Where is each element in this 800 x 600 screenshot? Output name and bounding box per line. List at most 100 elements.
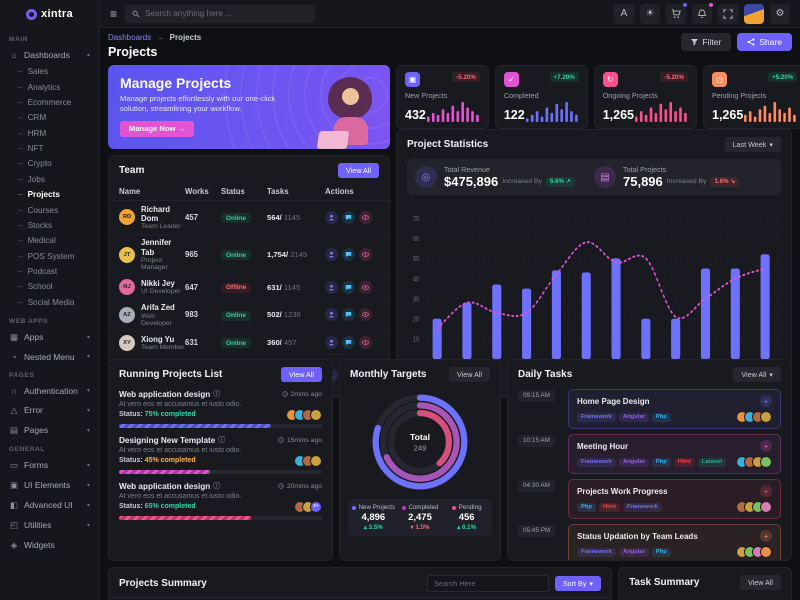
global-search[interactable] xyxy=(125,4,316,23)
sidebar-item-courses[interactable]: – Courses xyxy=(0,202,99,217)
spark-bar xyxy=(471,111,474,122)
user-action-icon[interactable] xyxy=(325,210,338,224)
sidebar-item-nft[interactable]: – NFT xyxy=(0,141,99,156)
project-description: At vero eos et accusamus et iusto odio. xyxy=(119,446,242,454)
sidebar-item-stocks[interactable]: – Stocks xyxy=(0,218,99,233)
manage-projects-banner: Manage Projects Manage projects effortle… xyxy=(108,65,390,149)
sidebar-item-analytics[interactable]: – Analytics xyxy=(0,79,99,94)
sidebar-item-apps[interactable]: ▦ Apps ▾ xyxy=(0,327,99,347)
target-value: 456 xyxy=(458,512,475,523)
team-title: Team xyxy=(119,165,145,176)
sidebar-item-utilities[interactable]: ◰ Utilities ▾ xyxy=(0,515,99,535)
sidebar-item-pos-system[interactable]: – POS System xyxy=(0,249,99,264)
translate-icon[interactable]: A xyxy=(614,3,634,24)
chevron-down-icon: ▾ xyxy=(769,140,773,149)
sidebar-item-widgets[interactable]: ◈ Widgets xyxy=(0,535,99,555)
message-action-icon[interactable] xyxy=(342,280,355,294)
share-button[interactable]: Share xyxy=(737,33,792,51)
message-action-icon[interactable] xyxy=(342,336,355,350)
spark-bar xyxy=(475,114,479,122)
sidebar: xintra MAIN ⌂ Dashboards ▴ – Sales – Analytics –… xyxy=(0,0,100,600)
kpi-sparkline xyxy=(525,102,578,122)
revenue-trend-badge: 5.6% ↗ xyxy=(545,176,575,187)
kpi-sparkline xyxy=(744,102,796,122)
user-action-icon[interactable] xyxy=(325,336,338,350)
sidebar-item-pages[interactable]: ▤ Pages ▾ xyxy=(0,420,99,440)
sidebar-item-medical[interactable]: – Medical xyxy=(0,233,99,248)
sidebar-item-crypto[interactable]: – Crypto xyxy=(0,156,99,171)
sidebar-item-jobs[interactable]: – Jobs xyxy=(0,172,99,187)
sidebar-item-dashboards[interactable]: ⌂ Dashboards ▴ xyxy=(0,45,99,64)
spark-bar xyxy=(674,111,677,122)
spark-bar xyxy=(431,112,435,122)
nav-section-label: GENERAL xyxy=(9,446,45,453)
view-action-icon[interactable] xyxy=(359,336,372,350)
sidebar-item-advanced-ui[interactable]: ◧ Advanced UI ▾ xyxy=(0,495,99,515)
kpi-label: New Projects xyxy=(405,91,448,100)
team-view-all-button[interactable]: View All xyxy=(337,163,379,178)
tasks-count: 360/ 457 xyxy=(267,338,297,348)
theme-toggle-icon[interactable]: ☀ xyxy=(640,3,660,24)
manage-now-button[interactable]: Manage Now → xyxy=(120,120,195,137)
brand-logo[interactable]: xintra xyxy=(0,0,99,28)
sidebar-item-podcast[interactable]: – Podcast xyxy=(0,264,99,279)
message-action-icon[interactable] xyxy=(342,248,355,262)
sidebar-item-social-media[interactable]: – Social Media xyxy=(0,295,99,310)
message-action-icon[interactable] xyxy=(342,210,355,224)
info-icon[interactable]: ⓘ xyxy=(218,437,226,444)
progress-bar xyxy=(119,423,322,428)
user-action-icon[interactable] xyxy=(325,280,338,294)
sidebar-item-authentication[interactable]: ∩ Authentication ▾ xyxy=(0,381,99,400)
sidebar-item-hrm[interactable]: – HRM xyxy=(0,126,99,141)
running-projects-list: Web application design ⓘ 2mins ago At vero… xyxy=(109,387,332,522)
daily-task-card: Meeting Hour + Framework Angular Php Html Lara… xyxy=(568,434,781,474)
hamburger-menu-icon[interactable]: ≡ xyxy=(110,6,118,21)
revenue-bar xyxy=(671,318,681,360)
team-table-body: RD Richard Dom Team Leader 457 Online 564/ 11… xyxy=(109,201,389,395)
settings-icon[interactable]: ⚙ xyxy=(770,3,790,24)
sidebar-item-sales[interactable]: – Sales xyxy=(0,64,99,79)
view-action-icon[interactable] xyxy=(359,308,372,322)
sidebar-item-error[interactable]: △ Error ▾ xyxy=(0,400,99,420)
message-action-icon[interactable] xyxy=(342,308,355,322)
avatar: NJ xyxy=(119,279,135,296)
notifications-icon[interactable] xyxy=(692,1,714,24)
sidebar-item-forms[interactable]: ▭ Forms ▾ xyxy=(0,455,99,475)
sidebar-item-crm[interactable]: – CRM xyxy=(0,110,99,125)
fullscreen-icon[interactable] xyxy=(718,3,738,24)
user-action-icon[interactable] xyxy=(325,308,338,322)
sidebar-item-nested-menu[interactable]: ◔ Nested Menu ▾ xyxy=(0,347,99,366)
tag-php: Php xyxy=(651,412,671,422)
user-action-icon[interactable] xyxy=(325,248,338,262)
sidebar-item-ecommerce[interactable]: – Ecommerce xyxy=(0,95,99,110)
view-action-icon[interactable] xyxy=(359,280,372,294)
breadcrumb-dashboards-link[interactable]: Dashboards xyxy=(108,33,152,42)
info-icon[interactable]: ⓘ xyxy=(213,391,221,398)
task-summary-view-all-button[interactable]: View All xyxy=(739,575,781,590)
sidebar-item-school[interactable]: – School xyxy=(0,279,99,294)
sort-by-button[interactable]: Sort By ▾ xyxy=(554,576,602,591)
cart-icon[interactable] xyxy=(666,1,688,24)
view-action-icon[interactable] xyxy=(359,210,372,224)
chevron-down-icon: ▾ xyxy=(86,407,90,414)
table-row: AZ Arifa Zed Web Developer 983 Online 502/ 12… xyxy=(109,300,389,332)
view-action-icon[interactable] xyxy=(359,248,372,262)
daily-tasks-view-all-button[interactable]: View All ▾ xyxy=(733,367,781,382)
add-task-button[interactable]: + xyxy=(760,485,772,497)
target-delta: ▴ 0.1% xyxy=(457,524,477,531)
filter-button[interactable]: Filter xyxy=(681,33,732,51)
period-dropdown[interactable]: Last Week ▾ xyxy=(724,137,781,152)
revenue-icon: ◎ xyxy=(415,166,437,188)
add-task-button[interactable]: + xyxy=(760,440,772,452)
sidebar-item-label: POS System xyxy=(27,251,75,261)
search-input[interactable] xyxy=(145,9,309,18)
add-task-button[interactable]: + xyxy=(760,530,772,542)
sidebar-item-ui-elements[interactable]: ▣ UI Elements ▾ xyxy=(0,475,99,495)
monthly-targets-view-all-button[interactable]: View All xyxy=(448,367,490,382)
sidebar-item-projects[interactable]: – Projects xyxy=(0,187,99,202)
info-icon[interactable]: ⓘ xyxy=(213,483,221,490)
projects-summary-search-input[interactable] xyxy=(426,575,549,592)
running-projects-view-all-button[interactable]: View All xyxy=(280,367,322,382)
add-task-button[interactable]: + xyxy=(760,395,772,407)
user-avatar[interactable] xyxy=(744,3,764,24)
